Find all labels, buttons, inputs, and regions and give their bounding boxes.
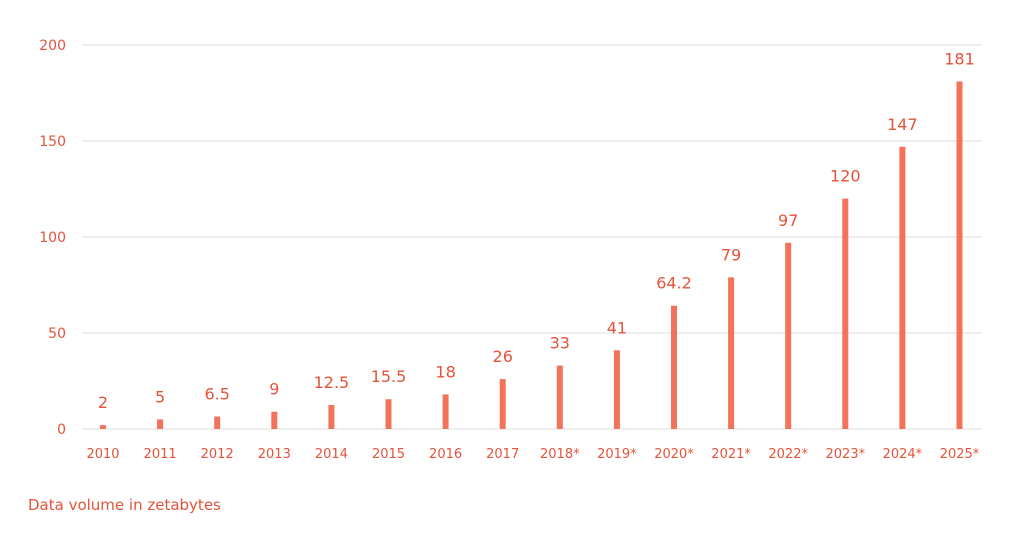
bar (328, 405, 335, 429)
bar (442, 394, 449, 429)
data-label: 12.5 (314, 373, 350, 392)
data-label: 64.2 (656, 274, 692, 293)
bar (899, 146, 906, 429)
x-tick-label: 2011 (144, 447, 177, 462)
bar (499, 379, 506, 429)
y-tick-label: 150 (39, 134, 66, 150)
x-tick-label: 2023* (826, 447, 866, 462)
gridlines (82, 44, 982, 430)
x-tick-label: 2020* (654, 447, 694, 462)
data-label: 41 (607, 318, 627, 337)
y-tick-label: 100 (39, 230, 66, 246)
x-tick-label: 2018* (540, 447, 580, 462)
x-tick-label: 2025* (940, 447, 980, 462)
data-label: 2 (98, 393, 108, 412)
bar (100, 425, 106, 429)
x-tick-label: 2017 (486, 447, 519, 462)
y-tick-label: 200 (39, 38, 66, 54)
data-label: 18 (435, 362, 455, 381)
bar (728, 277, 735, 429)
axis-title: Data volume in zetabytes (28, 496, 221, 514)
bar (271, 411, 278, 429)
x-tick-label: 2019* (597, 447, 637, 462)
x-tick-label: 2010 (86, 447, 119, 462)
y-tick-label: 0 (57, 422, 66, 438)
data-label: 15.5 (371, 367, 407, 386)
data-label: 33 (550, 334, 570, 353)
x-tick-label: 2013 (258, 447, 291, 462)
x-tick-label: 2016 (429, 447, 462, 462)
x-tick-label: 2024* (883, 447, 923, 462)
x-tick-label: 2012 (201, 447, 234, 462)
data-label: 5 (155, 387, 165, 406)
data-label: 97 (778, 211, 798, 230)
bar (613, 350, 620, 429)
data-label: 181 (944, 49, 975, 68)
data-label: 9 (269, 380, 279, 399)
bar (671, 305, 677, 429)
data-label: 147 (887, 115, 918, 134)
bar (385, 399, 392, 429)
bar (956, 81, 963, 429)
x-tick-label: 2021* (711, 447, 751, 462)
bar (157, 419, 164, 429)
data-label: 120 (830, 167, 861, 186)
bar (214, 416, 221, 429)
x-tick-label: 2015 (372, 447, 405, 462)
value-labels: 2 5 6.5 9 12.5 15.5 18 26 33 41 64.2 79 97 120 147 181 (98, 49, 975, 412)
x-tick-label: 2014 (315, 447, 348, 462)
bar (785, 242, 792, 429)
x-tick-label: 2022* (768, 447, 808, 462)
data-label: 79 (721, 245, 741, 264)
y-tick-label: 50 (48, 326, 66, 342)
bar (556, 365, 563, 429)
data-label: 6.5 (204, 385, 229, 404)
y-axis-ticks: 0 50 100 150 200 (39, 38, 66, 438)
bars (100, 81, 963, 429)
bar (842, 198, 849, 429)
data-label: 26 (493, 347, 513, 366)
x-axis-ticks: 2010 2011 2012 2013 2014 2015 2016 2017 2018* 201… (86, 447, 979, 462)
